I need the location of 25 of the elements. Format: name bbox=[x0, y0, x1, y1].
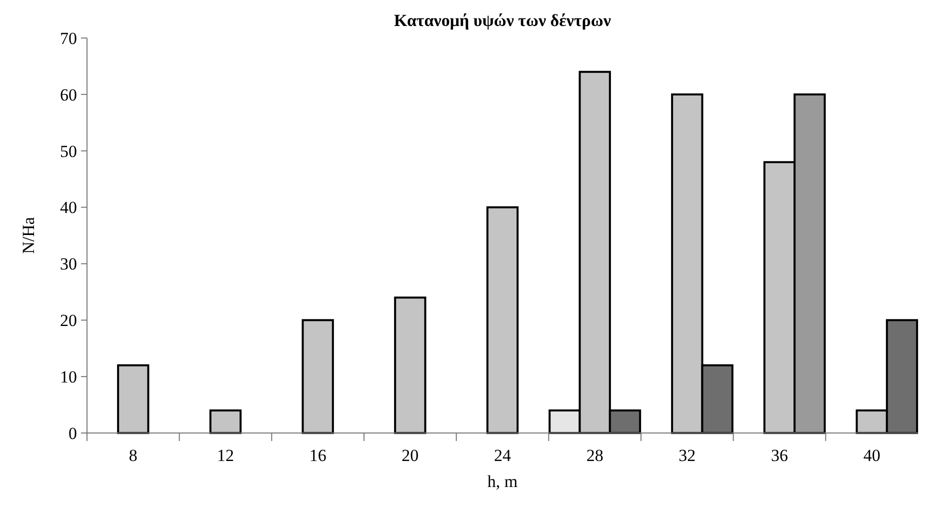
y-tick-label: 40 bbox=[60, 198, 77, 218]
x-axis-title: h, m bbox=[487, 472, 518, 491]
x-tick-label: 32 bbox=[678, 446, 696, 465]
bar bbox=[302, 319, 334, 434]
bar bbox=[209, 409, 242, 434]
y-tick-label: 0 bbox=[68, 424, 77, 443]
x-tick-label: 36 bbox=[771, 446, 788, 465]
y-axis-title: N/Ha bbox=[19, 216, 38, 254]
bar bbox=[117, 364, 150, 434]
x-tick-label: 16 bbox=[309, 446, 326, 465]
bar bbox=[394, 296, 426, 434]
x-tick-label: 28 bbox=[586, 446, 604, 465]
bar bbox=[486, 206, 519, 434]
y-tick-label: 50 bbox=[60, 142, 77, 161]
y-tick-label: 30 bbox=[60, 254, 77, 274]
x-tick-label: 20 bbox=[402, 446, 419, 465]
y-tick-label: 10 bbox=[60, 368, 77, 387]
x-tick-label: 12 bbox=[217, 446, 234, 465]
x-tick-label: 24 bbox=[494, 446, 512, 465]
x-tick-label: 8 bbox=[128, 446, 138, 465]
y-tick-label: 60 bbox=[60, 85, 77, 104]
chart-title: Κατανομή υψών των δέντρων bbox=[394, 11, 612, 30]
y-tick-label: 20 bbox=[60, 311, 77, 330]
x-tick-label: 40 bbox=[863, 446, 880, 465]
y-tick-label: 70 bbox=[60, 28, 77, 48]
